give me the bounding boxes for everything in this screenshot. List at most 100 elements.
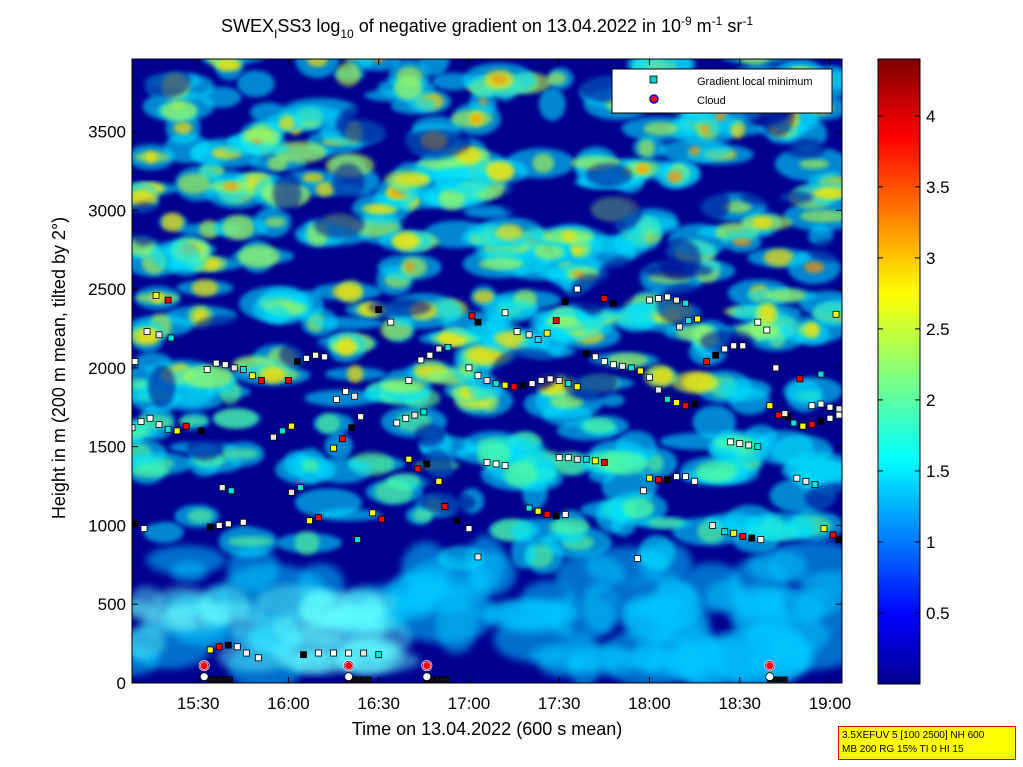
gradient-minimum-marker <box>257 377 265 384</box>
gradient-minimum-marker <box>811 481 819 488</box>
gradient-minimum-marker <box>829 531 837 539</box>
gradient-minimum-marker <box>546 375 554 383</box>
x-axis: 15:30 16:00 16:30 17:00 17:30 18:00 18:30 19:00 <box>177 59 851 713</box>
heat-cell <box>696 186 730 222</box>
gradient-minimum-marker <box>600 458 608 466</box>
gradient-minimum-marker <box>444 343 452 351</box>
gradient-minimum-marker <box>703 358 711 365</box>
heat-cell <box>142 60 191 98</box>
gradient-minimum-marker <box>365 676 372 683</box>
chart-title: SWEXISS3 log10 of negative gradient on 1… <box>221 14 753 41</box>
gradient-minimum-marker <box>423 460 431 468</box>
gradient-minimum-marker <box>360 649 368 657</box>
gradient-minimum-marker <box>513 328 521 336</box>
heat-cell <box>496 224 524 241</box>
gradient-minimum-marker <box>164 425 172 433</box>
gradient-minimum-marker <box>820 525 828 532</box>
gradient-minimum-marker <box>300 651 307 659</box>
x-tick-label: 18:30 <box>718 694 761 713</box>
heat-cell <box>773 626 842 670</box>
gradient-minimum-marker <box>817 370 825 378</box>
gradient-minimum-marker <box>609 299 617 307</box>
gradient-minimum-marker <box>203 366 211 373</box>
heat-cell <box>700 122 710 135</box>
gradient-minimum-marker <box>646 474 653 482</box>
gradient-minimum-marker <box>739 533 747 540</box>
heat-cell <box>402 128 471 158</box>
heat-cell <box>219 448 260 460</box>
info-line-2: MB 200 RG 15% TI 0 HI 15 <box>842 744 964 755</box>
gradient-minimum-marker <box>673 473 680 480</box>
gradient-minimum-marker <box>673 399 680 406</box>
gradient-minimum-marker <box>552 512 560 520</box>
heat-cell <box>177 173 211 195</box>
gradient-minimum-marker <box>745 441 753 449</box>
heat-cell <box>415 159 468 170</box>
heat-cell <box>237 70 275 98</box>
heat-cell <box>471 114 482 123</box>
colorbar-tick-label: 0.5 <box>926 604 950 623</box>
heat-cell <box>651 368 674 385</box>
gradient-minimum-marker <box>333 395 340 403</box>
gradient-minimum-marker <box>465 525 473 532</box>
heat-cell <box>332 649 421 673</box>
heat-cell <box>335 104 395 144</box>
gradient-minimum-marker <box>682 473 689 480</box>
x-tick-label: 19:00 <box>809 694 852 713</box>
gradient-minimum-marker <box>285 377 292 384</box>
gradient-minimum-marker <box>730 529 738 537</box>
heat-cell <box>562 230 576 242</box>
gradient-minimum-marker <box>330 444 337 452</box>
gradient-minimum-marker <box>796 375 804 383</box>
y-axis: 0 500 1000 1500 2000 2500 3000 3500 <box>88 122 842 693</box>
heat-cell <box>132 499 169 525</box>
heat-cell <box>132 463 170 478</box>
gradient-minimum-marker <box>420 408 428 416</box>
colorbar-tick-label: 3 <box>926 249 935 268</box>
heat-cell <box>312 316 384 330</box>
heat-cell <box>148 365 176 408</box>
heat-cell <box>264 303 290 324</box>
heat-cell <box>638 534 676 570</box>
heat-cell <box>804 483 842 514</box>
gradient-minimum-marker <box>582 455 590 463</box>
heat-cell <box>154 586 213 618</box>
heat-cell <box>493 616 577 663</box>
gradient-minimum-marker <box>655 386 662 394</box>
gradient-minimum-marker <box>600 358 608 365</box>
gradient-minimum-marker <box>393 419 401 427</box>
gradient-minimum-marker <box>739 342 747 350</box>
gradient-minimum-marker <box>832 310 840 318</box>
gradient-minimum-marker <box>269 433 277 441</box>
gradient-minimum-marker <box>474 553 482 561</box>
colorbar <box>877 58 921 685</box>
heat-cell <box>324 433 353 459</box>
heat-cell <box>191 279 219 297</box>
gradient-minimum-marker <box>435 477 443 485</box>
gradient-minimum-marker <box>573 455 581 463</box>
heat-cell <box>770 434 833 467</box>
gradient-minimum-marker <box>297 484 304 492</box>
gradient-minimum-marker <box>835 405 842 413</box>
heat-cell <box>534 243 565 260</box>
gradient-minimum-marker <box>354 536 362 544</box>
gradient-minimum-marker <box>525 331 533 339</box>
gradient-minimum-marker <box>217 676 224 683</box>
gradient-minimum-marker <box>468 312 476 320</box>
heat-cell <box>538 87 566 121</box>
y-tick-label: 1000 <box>88 516 126 535</box>
gradient-minimum-marker <box>682 402 689 410</box>
gradient-minimum-marker <box>483 377 491 384</box>
heat-cell <box>132 427 152 438</box>
heat-cell <box>272 171 302 214</box>
heat-cell <box>441 311 506 337</box>
heat-cell <box>182 364 233 389</box>
x-tick-label: 18:00 <box>628 694 671 713</box>
gradient-minimum-marker <box>772 364 780 372</box>
heat-cell <box>313 210 365 239</box>
heat-cell <box>151 240 201 271</box>
gradient-minimum-marker <box>754 443 762 451</box>
gradient-minimum-marker <box>492 460 500 468</box>
gradient-minimum-marker <box>155 421 163 428</box>
